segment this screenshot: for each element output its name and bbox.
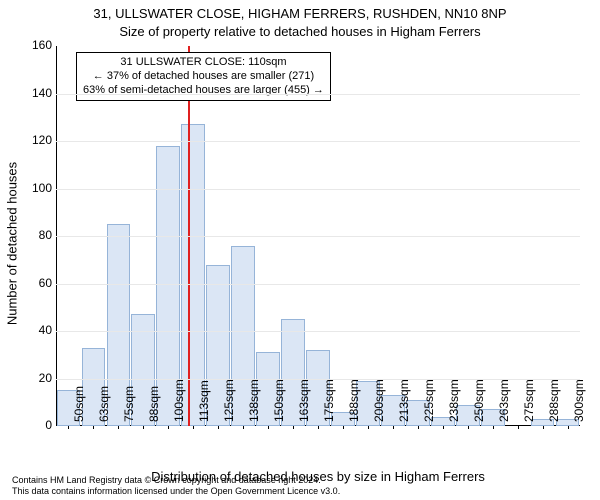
x-tick — [118, 426, 119, 429]
x-tick — [468, 426, 469, 429]
attribution-line-2: This data contains information licensed … — [12, 486, 340, 496]
y-axis-label: Number of detached houses — [5, 162, 20, 325]
x-tick — [243, 426, 244, 429]
annotation-line-1: 31 ULLSWATER CLOSE: 110sqm — [83, 56, 324, 70]
y-tick-label: 20 — [26, 371, 52, 385]
x-tick — [393, 426, 394, 429]
gridline-h — [56, 284, 580, 285]
x-tick — [168, 426, 169, 429]
y-tick-label: 40 — [26, 323, 52, 337]
annotation-line-3: 63% of semi-detached houses are larger (… — [83, 84, 324, 98]
attribution-line-1: Contains HM Land Registry data © Crown c… — [12, 475, 340, 485]
gridline-h — [56, 236, 580, 237]
x-tick — [218, 426, 219, 429]
plot-area: Number of detached houses Distribution o… — [56, 46, 580, 426]
x-tick — [193, 426, 194, 429]
y-tick-label: 140 — [26, 86, 52, 100]
y-tick-label: 0 — [26, 418, 52, 432]
y-tick-label: 80 — [26, 228, 52, 242]
gridline-h — [56, 331, 580, 332]
y-tick-label: 100 — [26, 181, 52, 195]
x-tick — [143, 426, 144, 429]
gridline-h — [56, 141, 580, 142]
x-tick — [543, 426, 544, 429]
x-tick — [518, 426, 519, 429]
x-tick — [293, 426, 294, 429]
attribution: Contains HM Land Registry data © Crown c… — [12, 475, 340, 496]
x-tick — [568, 426, 569, 429]
annotation-line-2: ← 37% of detached houses are smaller (27… — [83, 70, 324, 84]
chart-subtitle: Size of property relative to detached ho… — [0, 24, 600, 39]
x-tick — [343, 426, 344, 429]
x-tick — [493, 426, 494, 429]
x-tick — [68, 426, 69, 429]
gridline-h — [56, 94, 580, 95]
y-tick-label: 60 — [26, 276, 52, 290]
y-tick-label: 160 — [26, 38, 52, 52]
gridline-h — [56, 189, 580, 190]
x-tick — [268, 426, 269, 429]
x-tick — [93, 426, 94, 429]
x-tick — [443, 426, 444, 429]
x-tick — [318, 426, 319, 429]
x-tick — [418, 426, 419, 429]
x-tick — [368, 426, 369, 429]
chart-title: 31, ULLSWATER CLOSE, HIGHAM FERRERS, RUS… — [0, 6, 600, 21]
y-tick-label: 120 — [26, 133, 52, 147]
